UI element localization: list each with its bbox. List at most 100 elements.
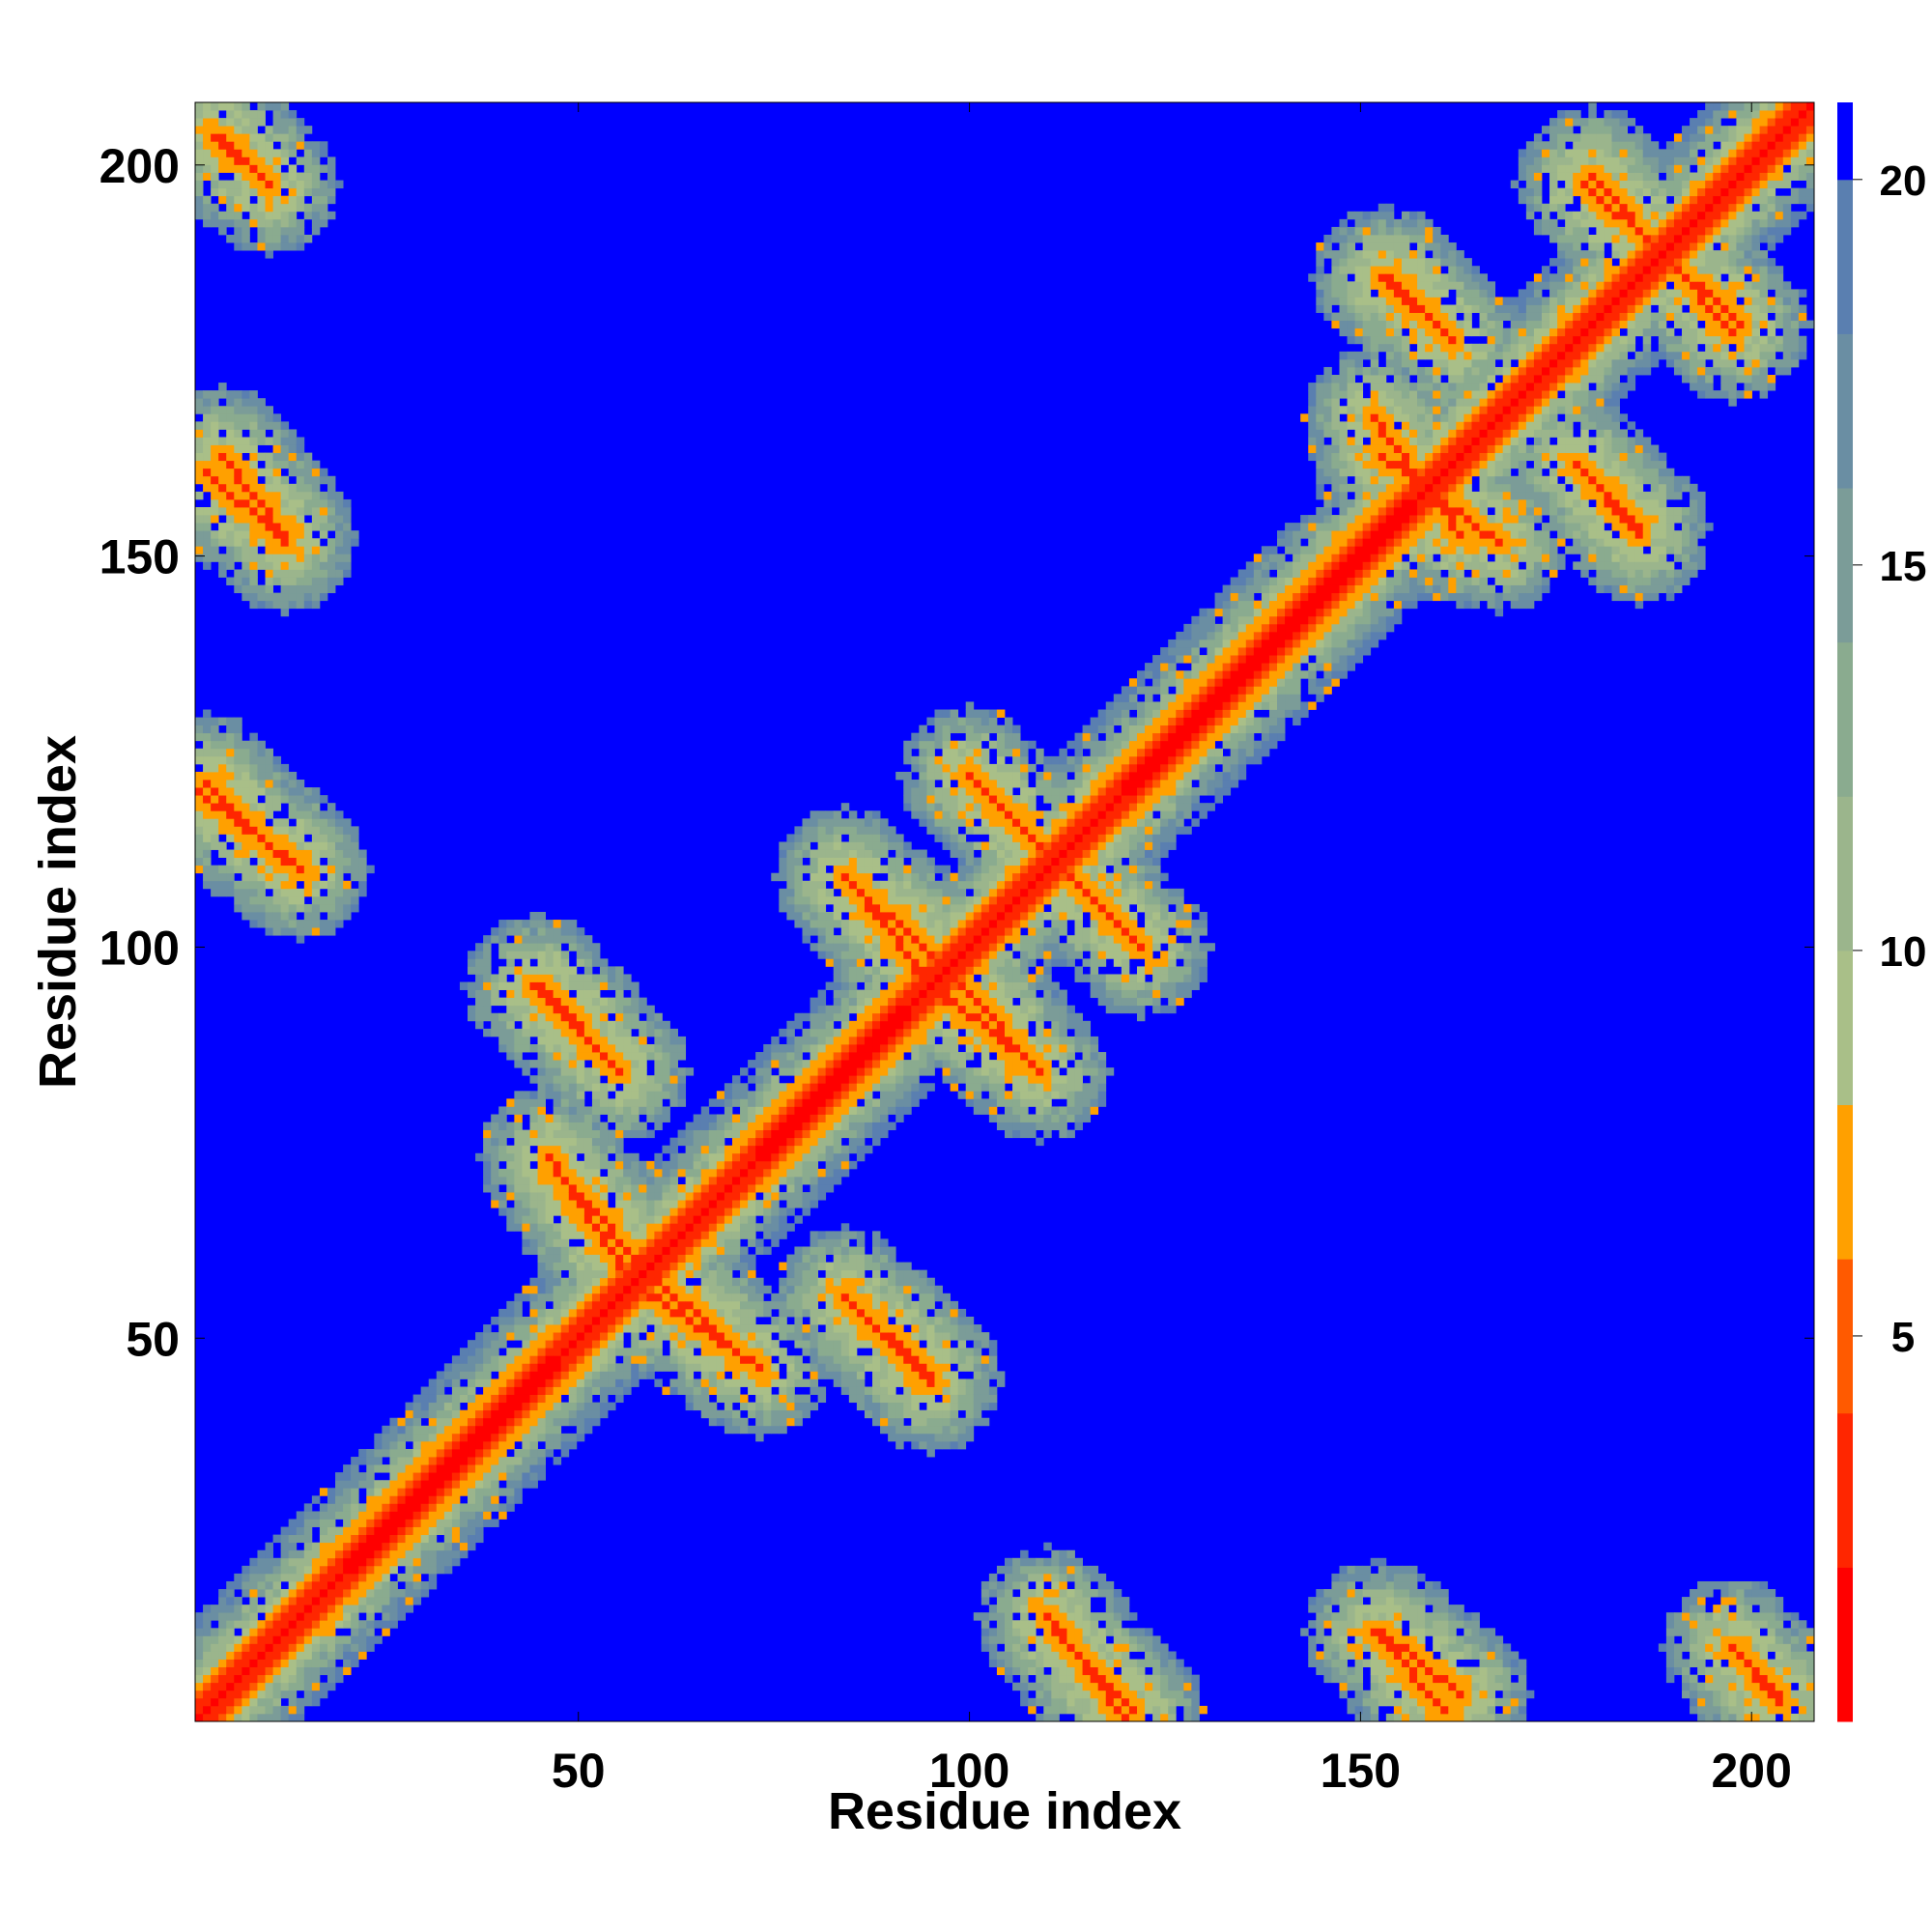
heatmap-cell (303, 795, 313, 804)
heatmap-cell (343, 903, 352, 913)
heatmap-cell (303, 164, 313, 173)
heatmap-cell (374, 1433, 383, 1442)
heatmap-cell (748, 1176, 756, 1185)
heatmap-cell (771, 1129, 780, 1139)
heatmap-cell (685, 1402, 695, 1411)
heatmap-cell (810, 1340, 819, 1349)
heatmap-cell (708, 1145, 718, 1154)
heatmap-cell (615, 1005, 624, 1014)
heatmap-cell (319, 530, 328, 539)
heatmap-cell (514, 1176, 523, 1185)
heatmap-cell (840, 1332, 850, 1341)
heatmap-cell (568, 1433, 578, 1442)
heatmap-cell (234, 498, 242, 508)
heatmap-cell (296, 195, 305, 205)
heatmap-cell (451, 1425, 461, 1435)
heatmap-cell (405, 1464, 414, 1473)
heatmap-cell (234, 234, 242, 243)
heatmap-cell (545, 1363, 554, 1372)
heatmap-cell (257, 561, 266, 570)
heatmap-cell (506, 1122, 515, 1131)
heatmap-cell (374, 1519, 383, 1527)
heatmap-cell (382, 1519, 390, 1527)
heatmap-cell (740, 1308, 749, 1318)
heatmap-cell (872, 1317, 881, 1325)
heatmap-cell (583, 1129, 593, 1139)
heatmap-cell (537, 1060, 546, 1068)
heatmap-cell (872, 1262, 881, 1271)
heatmap-cell (669, 1137, 678, 1147)
heatmap-cell (654, 1083, 663, 1092)
heatmap-cell (249, 421, 258, 430)
heatmap-cell (568, 1317, 578, 1325)
heatmap-cell (311, 483, 321, 493)
heatmap-cell (560, 1246, 570, 1255)
heatmap-cell (864, 1308, 873, 1318)
heatmap-cell (771, 1293, 780, 1302)
heatmap-cell (553, 1254, 562, 1263)
heatmap-cell (600, 1262, 609, 1271)
heatmap-cell (351, 1643, 359, 1652)
heatmap-cell (327, 569, 336, 578)
heatmap-cell (895, 1005, 904, 1014)
heatmap-cell (825, 1238, 835, 1247)
heatmap-cell (211, 748, 219, 757)
heatmap-cell (195, 406, 204, 414)
heatmap-cell (903, 748, 912, 757)
heatmap-cell (249, 437, 258, 445)
heatmap-cell (731, 1300, 741, 1310)
heatmap-cell (763, 1402, 772, 1411)
heatmap-cell (280, 1674, 290, 1684)
heatmap-cell (351, 1597, 359, 1605)
heatmap-cell (529, 1184, 538, 1193)
heatmap-cell (234, 880, 242, 890)
heatmap-cell (405, 1448, 414, 1458)
heatmap-cell (272, 110, 282, 119)
heatmap-cell (864, 997, 873, 1007)
heatmap-cell (545, 1043, 554, 1053)
heatmap-cell (646, 1254, 655, 1263)
heatmap-cell (249, 1628, 258, 1636)
heatmap-cell (553, 1409, 562, 1419)
heatmap-cell (864, 1028, 873, 1037)
heatmap-cell (249, 1635, 258, 1644)
heatmap-cell (303, 475, 313, 485)
heatmap-cell (498, 1464, 507, 1473)
heatmap-cell (351, 1659, 359, 1667)
heatmap-cell (226, 234, 235, 243)
heatmap-cell (303, 1666, 313, 1676)
heatmap-cell (296, 468, 305, 477)
heatmap-cell (211, 180, 219, 189)
heatmap-cell (483, 951, 492, 959)
heatmap-cell (242, 740, 250, 750)
heatmap-cell (545, 1246, 554, 1255)
heatmap-cell (296, 242, 305, 251)
heatmap-cell (748, 1114, 756, 1122)
heatmap-cell (351, 1480, 359, 1489)
heatmap-cell (654, 1168, 663, 1178)
heatmap-cell (919, 1355, 927, 1364)
heatmap-cell (724, 1409, 733, 1419)
heatmap-cell (748, 1223, 756, 1232)
heatmap-cell (475, 1020, 484, 1030)
heatmap-cell (748, 1332, 756, 1341)
heatmap-cell (280, 1597, 290, 1605)
heatmap-cell (537, 1238, 546, 1247)
heatmap-cell (880, 1317, 889, 1325)
heatmap-cell (343, 865, 352, 874)
heatmap-cell (568, 1402, 578, 1411)
heatmap-cell (639, 1285, 647, 1294)
heatmap-cell (810, 1348, 819, 1356)
heatmap-cell (833, 903, 842, 913)
heatmap-cell (303, 1557, 313, 1567)
heatmap-cell (491, 1448, 499, 1458)
heatmap-cell (748, 1355, 756, 1364)
heatmap-cell (218, 818, 227, 827)
heatmap-cell (537, 1028, 546, 1037)
heatmap-cell (257, 211, 266, 220)
heatmap-cell (553, 1075, 562, 1084)
heatmap-cell (288, 515, 298, 524)
heatmap-cell (265, 841, 273, 850)
heatmap-cell (545, 1308, 554, 1318)
heatmap-cell (731, 1394, 741, 1404)
